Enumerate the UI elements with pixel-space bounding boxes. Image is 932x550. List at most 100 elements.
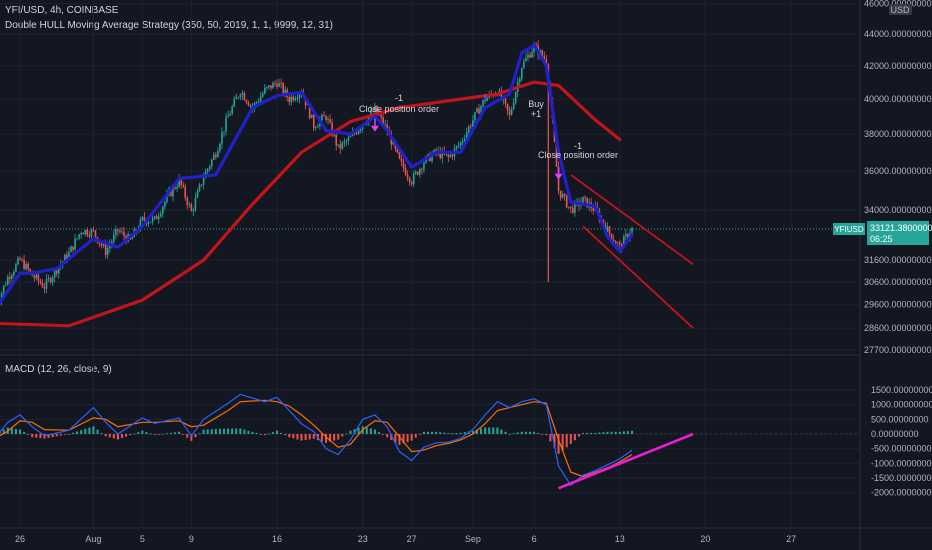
candle-277 bbox=[559, 190, 562, 201]
macd-hist-bar bbox=[533, 431, 536, 434]
macd-hist-bar bbox=[210, 429, 213, 434]
macd-hist-bar bbox=[255, 432, 258, 434]
macd-hist-bar bbox=[390, 434, 393, 440]
candle-145 bbox=[290, 94, 293, 106]
macd-hist-bar bbox=[276, 430, 279, 434]
macd-hist-bar bbox=[104, 434, 107, 437]
currency-badge[interactable]: USD bbox=[890, 5, 910, 15]
macd-title[interactable]: MACD (12, 26, close, 9) bbox=[5, 364, 112, 375]
macd-hist-bar bbox=[92, 426, 95, 434]
candle-155 bbox=[310, 114, 313, 119]
macd-hist-bar bbox=[386, 434, 389, 438]
price-tick-11: 27700.00000000 bbox=[864, 345, 932, 355]
macd-hist-bar bbox=[341, 434, 344, 437]
macd-tick-6: -1500.00000000 bbox=[871, 473, 932, 483]
candle-43 bbox=[82, 232, 85, 235]
candle-40 bbox=[76, 237, 78, 241]
macd-hist-bar bbox=[353, 429, 356, 434]
macd-hist-bar bbox=[557, 434, 560, 454]
channel-upper-line[interactable] bbox=[570, 174, 694, 266]
candle-136 bbox=[272, 81, 274, 89]
macd-hist-bar bbox=[325, 434, 327, 443]
macd-hist-bar bbox=[561, 434, 564, 451]
macd-hist-bar bbox=[618, 431, 621, 434]
macd-hist-bar bbox=[614, 431, 617, 434]
candle-253 bbox=[510, 106, 513, 116]
candle-58 bbox=[113, 229, 115, 245]
macd-hist-bar bbox=[602, 432, 605, 434]
candle-200 bbox=[402, 158, 405, 172]
macd-hist-bar bbox=[622, 431, 625, 434]
time-tick-6: 27 bbox=[407, 534, 417, 544]
macd-hist-bar bbox=[594, 432, 597, 434]
candle-117 bbox=[233, 95, 235, 108]
price-axis[interactable]: 46000.0000000044000.0000000042000.000000… bbox=[864, 0, 932, 355]
macd-hist-bar bbox=[496, 427, 499, 434]
time-tick-7: Sep bbox=[465, 534, 481, 544]
macd-hist-bar bbox=[520, 431, 523, 434]
macd-hist-bar bbox=[35, 434, 38, 438]
candle-62 bbox=[121, 227, 123, 235]
macd-hist-bar bbox=[88, 427, 91, 434]
macd-hist-bar bbox=[541, 434, 544, 435]
candle-5 bbox=[4, 281, 7, 287]
time-tick-3: 9 bbox=[189, 534, 194, 544]
macd-hist-bar bbox=[47, 434, 50, 438]
macd-hist-bar bbox=[549, 434, 552, 442]
channel-lower-line[interactable] bbox=[582, 225, 694, 329]
candle-119 bbox=[237, 96, 240, 100]
symbol-title[interactable]: YFI/USD, 4h, COINBASE bbox=[5, 5, 119, 16]
time-tick-11: 27 bbox=[786, 534, 796, 544]
price-tick-1: 44000.00000000 bbox=[864, 29, 932, 39]
candle-120 bbox=[239, 93, 242, 100]
candle-28 bbox=[51, 275, 54, 286]
macd-hist-bar bbox=[190, 434, 193, 441]
macd-histogram bbox=[0, 426, 633, 454]
candle-169 bbox=[339, 139, 342, 154]
candle-203 bbox=[408, 176, 411, 186]
macd-axis[interactable]: 1500.00000000 1000.00000000 500.00000000 0.… bbox=[871, 385, 932, 498]
hull-slow-line bbox=[0, 80, 622, 328]
time-axis[interactable]: 26 Aug 5 9 16 23 27 Sep 6 13 20 27 bbox=[15, 534, 796, 544]
macd-hist-bar bbox=[320, 434, 323, 442]
macd-hist-bar bbox=[524, 431, 527, 434]
candle-235 bbox=[474, 112, 476, 125]
macd-hist-bar bbox=[67, 434, 70, 435]
candle-260 bbox=[525, 52, 527, 62]
candle-8 bbox=[11, 272, 13, 285]
candle-227 bbox=[457, 141, 460, 149]
candle-22 bbox=[39, 278, 42, 285]
macd-hist-bar bbox=[206, 429, 209, 434]
macd-hist-bar bbox=[414, 434, 417, 438]
macd-hist-bar bbox=[484, 427, 487, 434]
currency-badge-bg[interactable] bbox=[889, 4, 912, 15]
macd-tick-1: 1000.00000000 bbox=[871, 400, 932, 410]
macd-hist-bar bbox=[121, 434, 123, 439]
candle-96 bbox=[190, 202, 193, 212]
candle-263 bbox=[531, 48, 533, 59]
macd-hist-bar bbox=[31, 434, 34, 438]
candle-99 bbox=[196, 188, 199, 199]
time-tick-4: 16 bbox=[272, 534, 282, 544]
order-buy-label: Buy bbox=[528, 99, 544, 109]
macd-hist-bar bbox=[133, 433, 136, 435]
macd-hist-bar bbox=[553, 434, 556, 448]
time-tick-0: 26 bbox=[15, 534, 25, 544]
signal-line bbox=[0, 399, 633, 478]
candle-105 bbox=[208, 164, 211, 172]
candle-290 bbox=[586, 197, 588, 209]
macd-hist-bar bbox=[312, 434, 315, 439]
macd-hist-bar bbox=[157, 434, 160, 435]
candle-45 bbox=[86, 227, 89, 238]
candle-76 bbox=[149, 221, 152, 223]
divergence-trendline[interactable] bbox=[558, 432, 694, 490]
candle-301 bbox=[608, 225, 611, 237]
macd-hist-bar bbox=[271, 432, 274, 434]
macd-hist-bar bbox=[186, 434, 189, 438]
candle-82 bbox=[162, 205, 164, 218]
strategy-title[interactable]: Double HULL Moving Average Strategy (350… bbox=[5, 20, 333, 31]
candle-6 bbox=[6, 274, 9, 286]
macd-hist-bar bbox=[288, 434, 291, 438]
macd-hist-bar bbox=[10, 428, 13, 434]
